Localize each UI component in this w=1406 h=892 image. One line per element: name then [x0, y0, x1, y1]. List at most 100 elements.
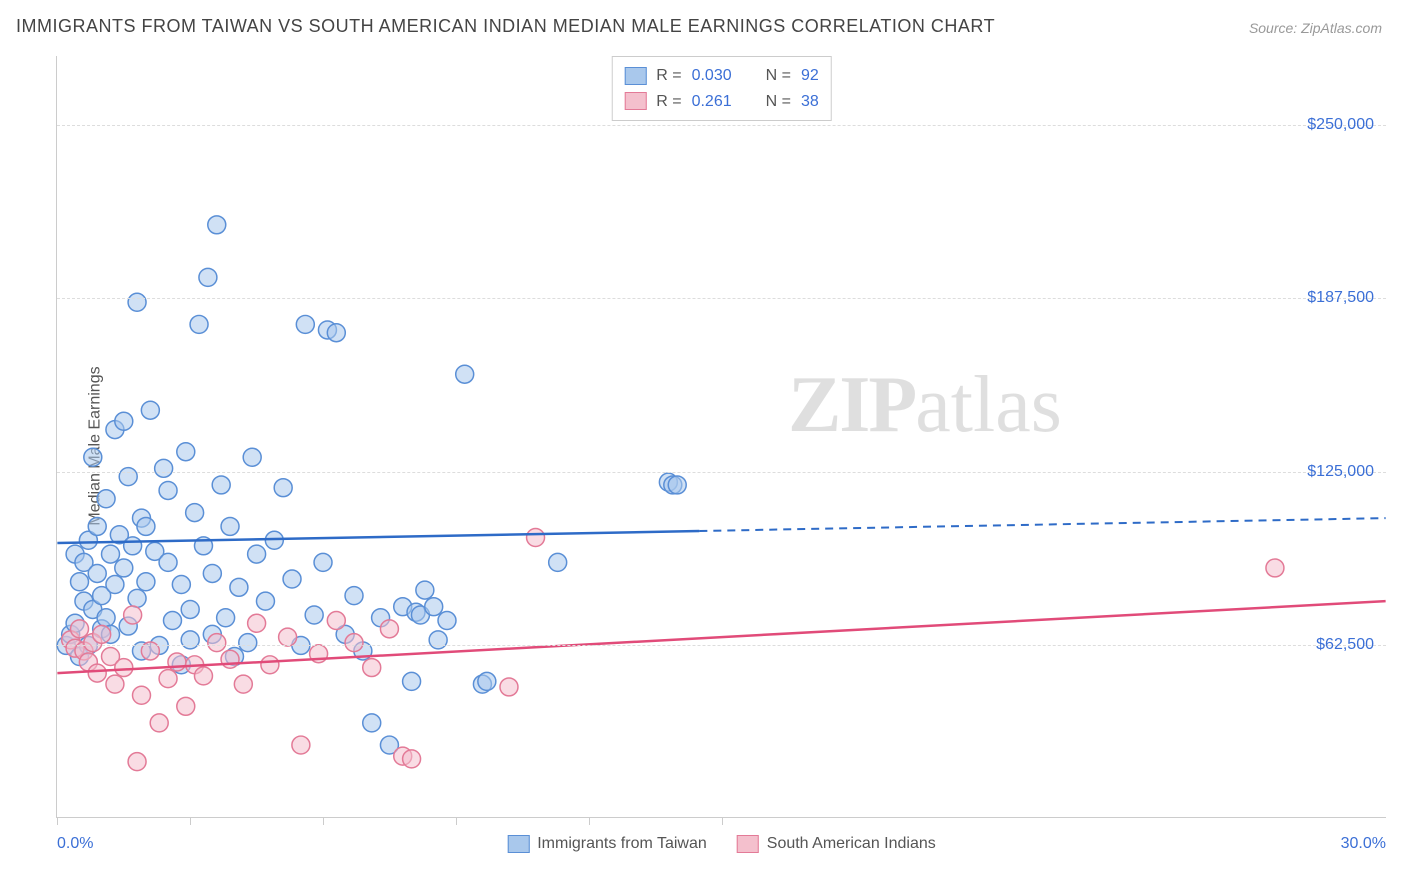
data-point [177, 697, 195, 715]
data-point [106, 576, 124, 594]
data-point [97, 490, 115, 508]
data-point [327, 324, 345, 342]
data-point [159, 481, 177, 499]
data-point [279, 628, 297, 646]
x-axis-max-label: 30.0% [1341, 835, 1386, 853]
data-point [403, 672, 421, 690]
data-point [203, 564, 221, 582]
data-point [208, 634, 226, 652]
x-tick [57, 817, 58, 825]
data-point [168, 653, 186, 671]
data-point [128, 753, 146, 771]
trend-line [57, 601, 1385, 673]
legend-series-label: Immigrants from Taiwan [537, 835, 707, 853]
legend-swatch [624, 92, 646, 110]
data-point [159, 553, 177, 571]
gridline-h [57, 298, 1386, 299]
data-point [150, 714, 168, 732]
data-point [181, 631, 199, 649]
legend-item: Immigrants from Taiwan [507, 835, 707, 853]
data-point [159, 670, 177, 688]
x-tick [589, 817, 590, 825]
data-point [71, 620, 89, 638]
data-point [133, 686, 151, 704]
data-point [221, 517, 239, 535]
y-tick-label: $187,500 [1307, 289, 1374, 307]
data-point [217, 609, 235, 627]
data-point [84, 448, 102, 466]
y-tick-label: $62,500 [1316, 636, 1374, 654]
series-legend: Immigrants from Taiwan South American Ind… [507, 835, 936, 853]
data-point [181, 600, 199, 618]
gridline-h [57, 472, 1386, 473]
y-tick-label: $125,000 [1307, 463, 1374, 481]
gridline-h [57, 125, 1386, 126]
x-axis-min-label: 0.0% [57, 835, 93, 853]
data-point [345, 587, 363, 605]
legend-swatch [624, 67, 646, 85]
data-point [261, 656, 279, 674]
data-point [363, 659, 381, 677]
legend-r-value: 0.030 [692, 63, 732, 89]
legend-r-value: 0.261 [692, 89, 732, 115]
data-point [403, 750, 421, 768]
data-point [239, 634, 257, 652]
data-point [345, 634, 363, 652]
data-point [88, 517, 106, 535]
data-point [97, 609, 115, 627]
data-point [478, 672, 496, 690]
legend-n-value: 38 [801, 89, 819, 115]
legend-row: R =0.261N =38 [624, 89, 819, 115]
data-point [456, 365, 474, 383]
data-point [230, 578, 248, 596]
data-point [172, 576, 190, 594]
data-point [115, 559, 133, 577]
data-point [106, 675, 124, 693]
data-point [668, 476, 686, 494]
data-point [1266, 559, 1284, 577]
data-point [221, 650, 239, 668]
plot-area: ZIPatlas R =0.030N =92R =0.261N =38 0.0%… [56, 56, 1386, 818]
data-point [141, 401, 159, 419]
data-point [212, 476, 230, 494]
data-point [549, 553, 567, 571]
data-point [314, 553, 332, 571]
gridline-h [57, 645, 1386, 646]
data-point [124, 606, 142, 624]
data-point [380, 620, 398, 638]
x-tick [323, 817, 324, 825]
data-point [163, 612, 181, 630]
legend-series-label: South American Indians [767, 835, 936, 853]
data-point [137, 517, 155, 535]
data-point [292, 736, 310, 754]
data-point [500, 678, 518, 696]
data-point [124, 537, 142, 555]
x-tick [722, 817, 723, 825]
data-point [429, 631, 447, 649]
data-point [438, 612, 456, 630]
source-attribution: Source: ZipAtlas.com [1249, 20, 1382, 36]
data-point [71, 573, 89, 591]
data-point [115, 659, 133, 677]
data-point [416, 581, 434, 599]
data-point [177, 443, 195, 461]
legend-r-label: R = [656, 63, 681, 89]
legend-swatch [737, 835, 759, 853]
data-point [256, 592, 274, 610]
data-point [88, 664, 106, 682]
data-point [155, 459, 173, 477]
data-point [283, 570, 301, 588]
data-point [248, 545, 266, 563]
legend-item: South American Indians [737, 835, 936, 853]
trend-line [57, 531, 699, 543]
data-point [102, 545, 120, 563]
chart-container: IMMIGRANTS FROM TAIWAN VS SOUTH AMERICAN… [0, 0, 1406, 892]
data-point [199, 268, 217, 286]
data-point [527, 529, 545, 547]
data-point [88, 564, 106, 582]
legend-swatch [507, 835, 529, 853]
data-point [186, 504, 204, 522]
chart-svg [57, 56, 1386, 817]
data-point [137, 573, 155, 591]
trend-line-dashed [699, 518, 1385, 531]
